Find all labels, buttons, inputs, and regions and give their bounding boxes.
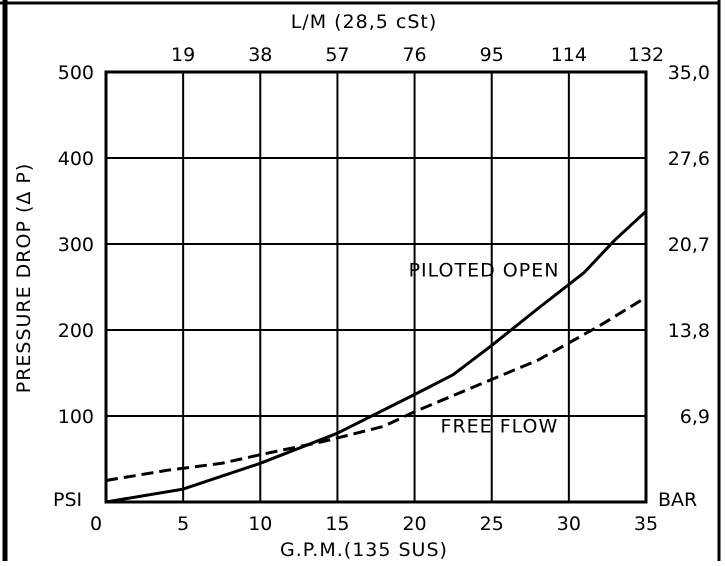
x-tick-label: 20 (402, 513, 426, 535)
top-tick-label: 57 (325, 44, 349, 66)
x-axis-title: G.P.M.(135 SUS) (280, 539, 448, 561)
y-tick-label: 400 (58, 148, 94, 170)
top-tick-label: 76 (402, 44, 426, 66)
y-axis-title: PRESSURE DROP (Δ P) (13, 163, 35, 394)
grid-lines (106, 72, 646, 502)
plot-area-border (104, 70, 648, 504)
y-tick-label: 500 (58, 62, 94, 84)
x-tick-label: 25 (480, 513, 504, 535)
y-tick-label: 300 (58, 234, 94, 256)
right-unit-label: BAR (658, 489, 697, 511)
annotation-label: PILOTED OPEN (409, 260, 560, 282)
right-tick-label: 20,7 (668, 234, 710, 256)
series-line-free-flow (105, 296, 647, 482)
top-tick-label: 19 (171, 44, 195, 66)
left-unit-label: PSI (53, 489, 82, 511)
top-tick-label: 38 (248, 44, 272, 66)
annotation-label: FREE FLOW (441, 415, 559, 437)
right-tick-label: 35,0 (668, 62, 710, 84)
x-tick-label: 35 (634, 513, 658, 535)
tick-labels: 0 5 10 15 20 25 30 35 100 200 300 400 500 19 38 57 76 95 1… (58, 44, 710, 535)
series-line-piloted-open (105, 210, 648, 504)
top-axis-title: L/M (28,5 cSt) (291, 11, 438, 33)
top-tick-label: 114 (551, 44, 587, 66)
right-tick-label: 13,8 (668, 320, 710, 342)
series-annotations: PILOTED OPEN FREE FLOW (409, 260, 560, 438)
x-tick-label: 0 (90, 513, 102, 535)
y-tick-label: 100 (58, 406, 94, 428)
right-tick-label: 27,6 (668, 148, 710, 170)
x-tick-label: 15 (325, 513, 349, 535)
x-tick-label: 30 (557, 513, 581, 535)
y-tick-label: 200 (58, 320, 94, 342)
data-series (105, 210, 648, 504)
top-tick-label: 132 (628, 44, 664, 66)
top-tick-label: 95 (480, 44, 504, 66)
x-tick-label: 10 (248, 513, 272, 535)
x-tick-label: 5 (177, 513, 189, 535)
right-tick-label: 6,9 (680, 406, 710, 428)
